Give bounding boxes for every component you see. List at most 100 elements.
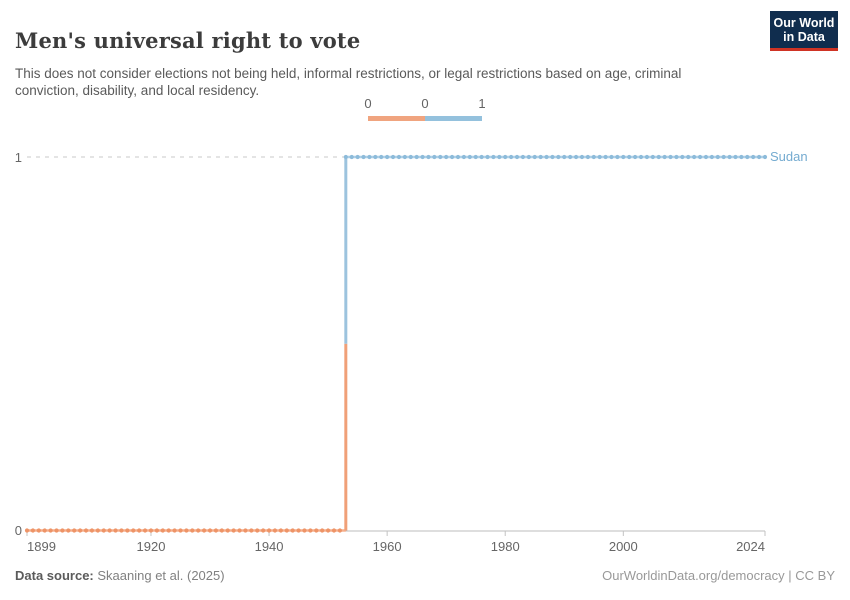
year-marker bbox=[703, 154, 709, 160]
year-marker bbox=[213, 528, 219, 533]
year-marker bbox=[326, 528, 331, 533]
year-marker bbox=[243, 528, 248, 533]
chart-subtitle: This does not consider elections not bei… bbox=[15, 65, 682, 99]
year-marker bbox=[591, 154, 596, 160]
owid-logo-line1: Our World bbox=[773, 15, 835, 30]
year-marker bbox=[497, 154, 502, 160]
year-marker bbox=[178, 528, 183, 533]
year-marker bbox=[119, 528, 124, 533]
year-marker bbox=[78, 528, 83, 533]
year-marker bbox=[426, 154, 431, 160]
year-marker bbox=[42, 528, 47, 533]
year-marker bbox=[621, 154, 626, 160]
year-marker bbox=[237, 528, 242, 533]
year-marker bbox=[585, 154, 590, 160]
legend-segment-value1 bbox=[425, 116, 482, 121]
year-marker bbox=[627, 154, 632, 160]
year-marker bbox=[261, 528, 266, 533]
year-marker bbox=[402, 154, 407, 160]
data-source-value: Skaaning et al. (2025) bbox=[97, 568, 225, 583]
year-marker bbox=[24, 528, 30, 533]
year-marker bbox=[148, 528, 154, 533]
chart-footer: Data source: Skaaning et al. (2025) OurW… bbox=[15, 568, 835, 583]
year-marker bbox=[674, 154, 679, 160]
year-marker bbox=[379, 154, 384, 160]
year-marker bbox=[455, 154, 461, 160]
year-marker bbox=[756, 154, 762, 160]
year-marker bbox=[603, 154, 608, 160]
page-title: Men's universal right to vote bbox=[15, 28, 361, 54]
y-axis-label-1: 1 bbox=[14, 150, 22, 165]
owid-logo[interactable]: Our World in Data bbox=[770, 11, 838, 51]
year-marker bbox=[751, 154, 756, 160]
x-axis-tick-label: 1899 bbox=[27, 539, 56, 554]
attribution-link[interactable]: OurWorldinData.org/democracy | CC BY bbox=[602, 568, 835, 583]
year-marker bbox=[160, 528, 165, 533]
year-marker bbox=[715, 154, 720, 160]
year-marker bbox=[142, 528, 148, 533]
year-marker bbox=[219, 528, 224, 533]
year-marker bbox=[172, 528, 177, 533]
year-marker bbox=[367, 154, 372, 160]
x-axis-tick-label: 2000 bbox=[608, 539, 638, 554]
year-marker bbox=[568, 154, 573, 160]
year-marker bbox=[438, 154, 443, 160]
data-source-line[interactable]: Data source: Skaaning et al. (2025) bbox=[15, 568, 225, 583]
year-marker bbox=[467, 154, 472, 160]
year-marker bbox=[733, 154, 738, 160]
year-marker bbox=[272, 528, 278, 533]
year-marker bbox=[414, 154, 419, 160]
year-marker bbox=[762, 154, 768, 160]
year-marker bbox=[644, 154, 650, 160]
year-marker bbox=[609, 154, 614, 160]
year-marker bbox=[408, 154, 413, 160]
year-marker bbox=[692, 154, 697, 160]
x-axis-tick-label: 2024 bbox=[736, 539, 765, 554]
year-marker bbox=[650, 154, 655, 160]
x-axis-tick-label: 1980 bbox=[490, 539, 520, 554]
data-source-label: Data source: bbox=[15, 568, 94, 583]
year-marker bbox=[290, 528, 295, 533]
x-axis-tick-label: 1940 bbox=[254, 539, 284, 554]
year-marker bbox=[255, 528, 260, 533]
year-marker bbox=[638, 154, 644, 160]
year-marker bbox=[361, 154, 366, 160]
year-marker bbox=[709, 154, 714, 160]
year-marker bbox=[337, 528, 343, 533]
year-marker bbox=[373, 154, 378, 160]
year-marker bbox=[266, 528, 272, 533]
y-axis-label-0: 0 bbox=[14, 523, 22, 538]
year-marker bbox=[509, 154, 514, 160]
year-marker bbox=[550, 154, 555, 160]
year-marker bbox=[579, 154, 585, 160]
year-marker bbox=[544, 154, 549, 160]
year-marker bbox=[72, 528, 77, 533]
year-marker bbox=[54, 528, 59, 533]
year-marker bbox=[686, 154, 691, 160]
year-marker bbox=[390, 154, 396, 160]
year-marker bbox=[60, 528, 65, 533]
legend-label-end: 1 bbox=[478, 96, 486, 111]
year-marker bbox=[396, 154, 402, 160]
year-marker bbox=[101, 528, 106, 533]
year-marker bbox=[562, 154, 567, 160]
year-marker bbox=[721, 154, 726, 160]
year-marker bbox=[503, 154, 508, 160]
year-marker bbox=[668, 154, 673, 160]
year-marker bbox=[308, 528, 313, 533]
entity-label-sudan[interactable]: Sudan bbox=[770, 149, 808, 164]
year-marker bbox=[573, 154, 579, 160]
year-marker bbox=[349, 154, 354, 160]
year-marker bbox=[444, 154, 449, 160]
year-marker bbox=[314, 528, 319, 533]
year-marker bbox=[30, 528, 36, 533]
year-marker bbox=[745, 154, 750, 160]
year-marker bbox=[355, 154, 360, 160]
year-marker bbox=[662, 154, 667, 160]
series-sudan-step-line bbox=[24, 154, 768, 533]
year-marker bbox=[520, 154, 526, 160]
year-marker bbox=[420, 154, 425, 160]
year-marker bbox=[473, 154, 478, 160]
